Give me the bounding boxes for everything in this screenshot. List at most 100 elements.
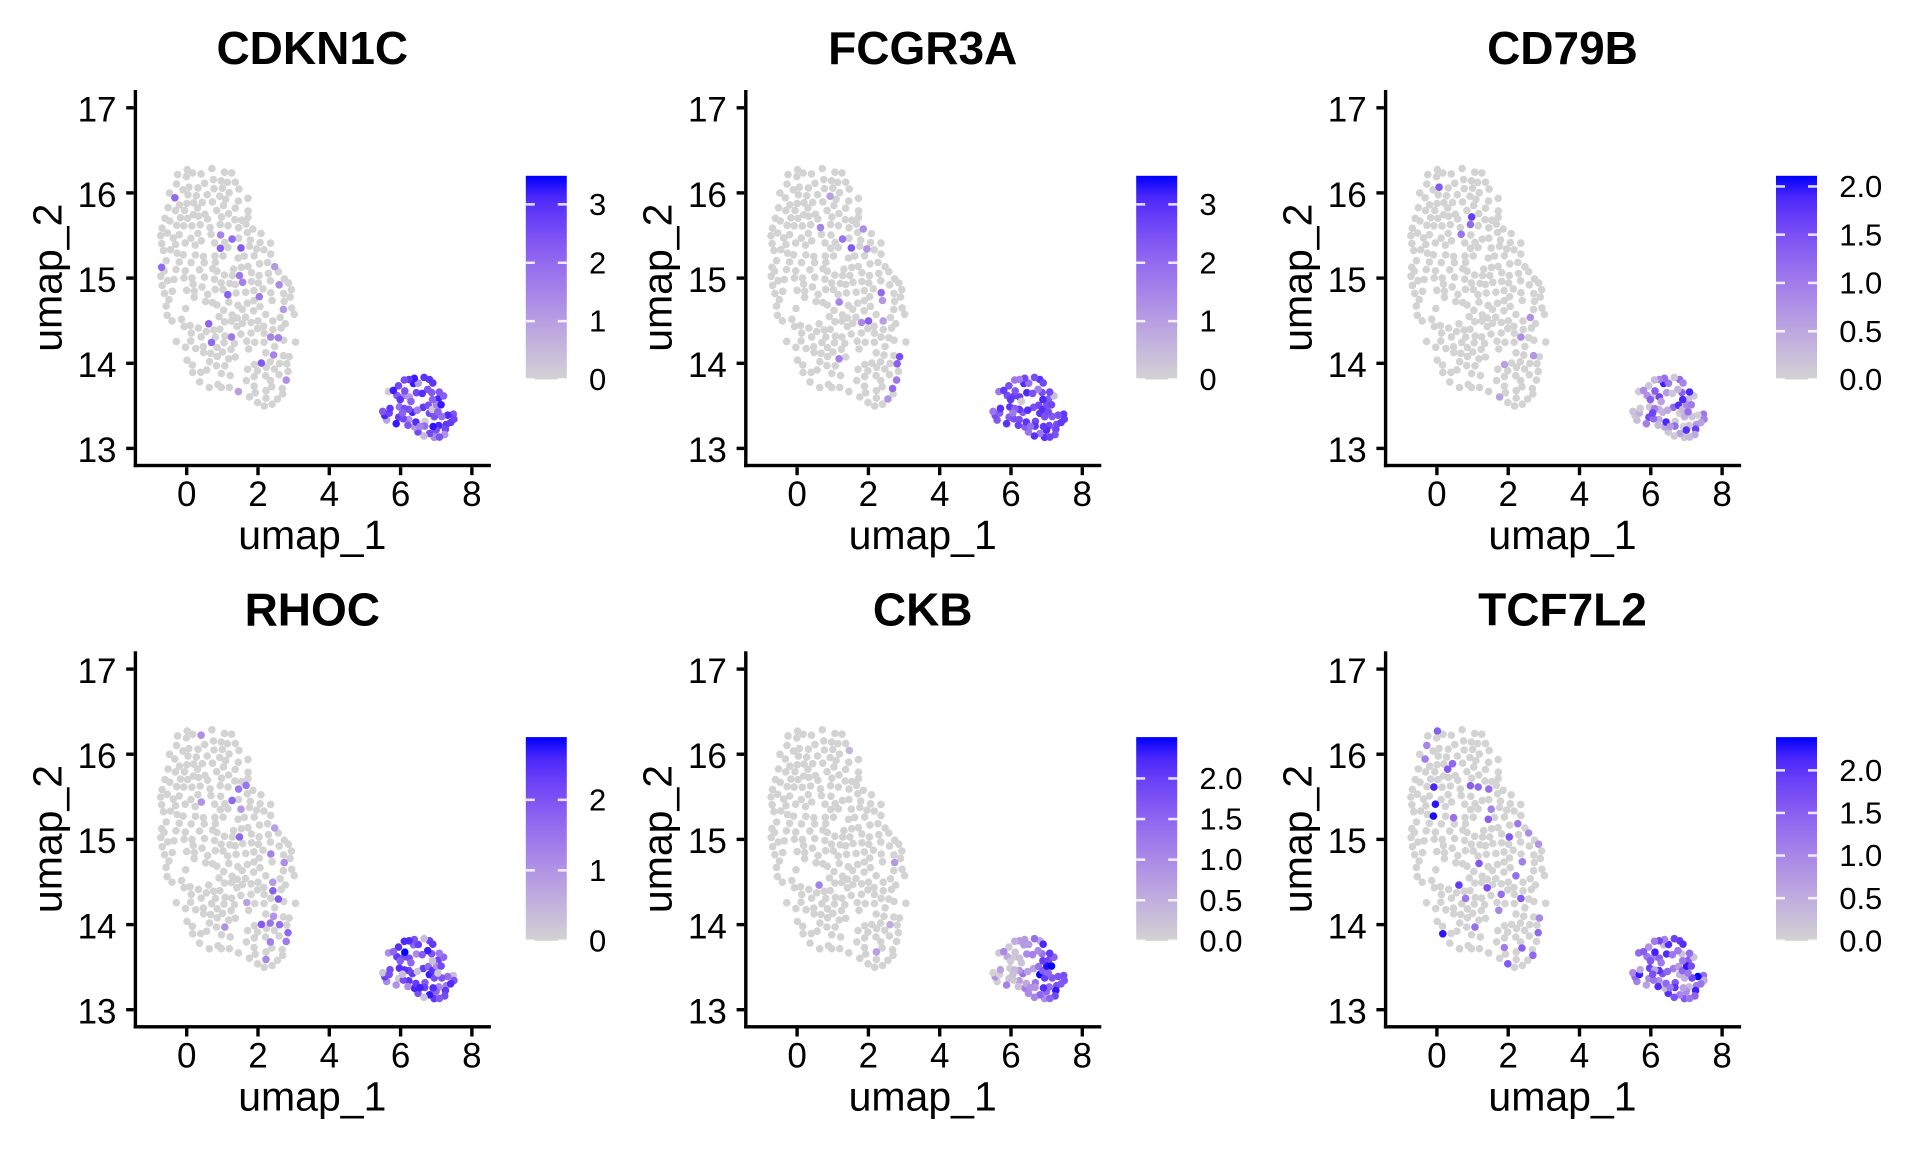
svg-text:16: 16 (1328, 176, 1367, 215)
svg-text:TCF7L2: TCF7L2 (1478, 583, 1647, 635)
svg-text:1.5: 1.5 (1839, 796, 1882, 831)
svg-text:1.5: 1.5 (1199, 802, 1242, 837)
svg-text:0: 0 (1199, 362, 1216, 397)
svg-text:4: 4 (320, 475, 339, 514)
svg-text:15: 15 (1328, 822, 1367, 861)
svg-text:CKB: CKB (873, 583, 973, 635)
svg-text:16: 16 (688, 176, 727, 215)
svg-text:umap_2: umap_2 (635, 204, 681, 352)
svg-text:0.0: 0.0 (1199, 923, 1242, 958)
svg-text:16: 16 (1328, 737, 1367, 776)
svg-text:1.0: 1.0 (1839, 266, 1882, 301)
svg-text:17: 17 (78, 91, 117, 130)
svg-text:FCGR3A: FCGR3A (828, 22, 1017, 74)
svg-text:0: 0 (177, 1037, 196, 1076)
svg-text:4: 4 (930, 475, 949, 514)
svg-text:2: 2 (859, 1037, 878, 1076)
svg-text:2.0: 2.0 (1839, 169, 1882, 204)
svg-text:0.5: 0.5 (1839, 314, 1882, 349)
svg-text:4: 4 (320, 1037, 339, 1076)
svg-text:2.0: 2.0 (1199, 761, 1242, 796)
svg-text:4: 4 (1570, 475, 1589, 514)
svg-text:15: 15 (688, 261, 727, 300)
svg-text:0: 0 (787, 475, 806, 514)
svg-text:8: 8 (1073, 1037, 1092, 1076)
svg-text:umap_1: umap_1 (238, 1074, 386, 1120)
svg-text:14: 14 (1328, 346, 1367, 385)
svg-text:6: 6 (391, 1037, 410, 1076)
svg-text:0: 0 (1427, 1037, 1446, 1076)
svg-text:2: 2 (1199, 245, 1216, 280)
svg-text:4: 4 (1570, 1037, 1589, 1076)
svg-text:1.0: 1.0 (1199, 842, 1242, 877)
svg-text:13: 13 (1328, 431, 1367, 470)
svg-text:14: 14 (78, 346, 117, 385)
svg-text:8: 8 (462, 475, 481, 514)
svg-text:2: 2 (859, 475, 878, 514)
svg-text:13: 13 (688, 993, 727, 1032)
svg-text:3: 3 (589, 187, 606, 222)
svg-text:6: 6 (1001, 1037, 1020, 1076)
svg-text:16: 16 (78, 737, 117, 776)
svg-text:0: 0 (589, 362, 606, 397)
svg-text:0: 0 (177, 475, 196, 514)
svg-text:2: 2 (1498, 1037, 1517, 1076)
svg-text:2: 2 (589, 782, 606, 817)
svg-text:16: 16 (78, 176, 117, 215)
svg-text:umap_1: umap_1 (849, 512, 997, 558)
svg-text:17: 17 (688, 91, 727, 130)
svg-text:17: 17 (78, 652, 117, 691)
svg-text:umap_1: umap_1 (1488, 1074, 1636, 1120)
svg-text:1: 1 (1199, 304, 1216, 339)
svg-text:3: 3 (1199, 187, 1216, 222)
svg-text:umap_2: umap_2 (24, 204, 70, 352)
svg-text:umap_1: umap_1 (1488, 512, 1636, 558)
svg-text:0: 0 (589, 923, 606, 958)
svg-text:15: 15 (688, 822, 727, 861)
svg-text:2: 2 (248, 475, 267, 514)
svg-text:14: 14 (78, 907, 117, 946)
svg-text:17: 17 (1328, 91, 1367, 130)
svg-text:6: 6 (391, 475, 410, 514)
svg-text:8: 8 (1712, 1037, 1731, 1076)
svg-text:1: 1 (589, 304, 606, 339)
svg-text:14: 14 (1328, 907, 1367, 946)
svg-text:umap_2: umap_2 (1275, 765, 1321, 913)
svg-text:6: 6 (1001, 475, 1020, 514)
svg-text:CDKN1C: CDKN1C (216, 22, 408, 74)
svg-text:6: 6 (1641, 475, 1660, 514)
svg-text:0.0: 0.0 (1839, 362, 1882, 397)
svg-text:0.0: 0.0 (1839, 923, 1882, 958)
svg-text:umap_2: umap_2 (635, 765, 681, 913)
svg-text:2: 2 (1498, 475, 1517, 514)
svg-text:2.0: 2.0 (1839, 753, 1882, 788)
svg-text:RHOC: RHOC (245, 583, 380, 635)
svg-text:14: 14 (688, 907, 727, 946)
svg-text:13: 13 (78, 431, 117, 470)
svg-text:8: 8 (462, 1037, 481, 1076)
svg-text:2: 2 (248, 1037, 267, 1076)
svg-text:4: 4 (930, 1037, 949, 1076)
svg-text:17: 17 (1328, 652, 1367, 691)
svg-text:16: 16 (688, 737, 727, 776)
svg-text:umap_2: umap_2 (1275, 204, 1321, 352)
svg-text:1.0: 1.0 (1839, 838, 1882, 873)
svg-text:0: 0 (1427, 475, 1446, 514)
svg-text:umap_2: umap_2 (24, 765, 70, 913)
svg-text:6: 6 (1641, 1037, 1660, 1076)
svg-text:17: 17 (688, 652, 727, 691)
svg-text:15: 15 (1328, 261, 1367, 300)
svg-text:umap_1: umap_1 (238, 512, 386, 558)
svg-text:13: 13 (1328, 993, 1367, 1032)
svg-text:0.5: 0.5 (1839, 881, 1882, 916)
svg-text:8: 8 (1073, 475, 1092, 514)
svg-text:0.5: 0.5 (1199, 883, 1242, 918)
svg-text:15: 15 (78, 822, 117, 861)
svg-text:2: 2 (589, 245, 606, 280)
svg-text:CD79B: CD79B (1487, 22, 1638, 74)
svg-text:1.5: 1.5 (1839, 217, 1882, 252)
svg-text:umap_1: umap_1 (849, 1074, 997, 1120)
svg-text:8: 8 (1712, 475, 1731, 514)
svg-text:14: 14 (688, 346, 727, 385)
svg-text:0: 0 (787, 1037, 806, 1076)
